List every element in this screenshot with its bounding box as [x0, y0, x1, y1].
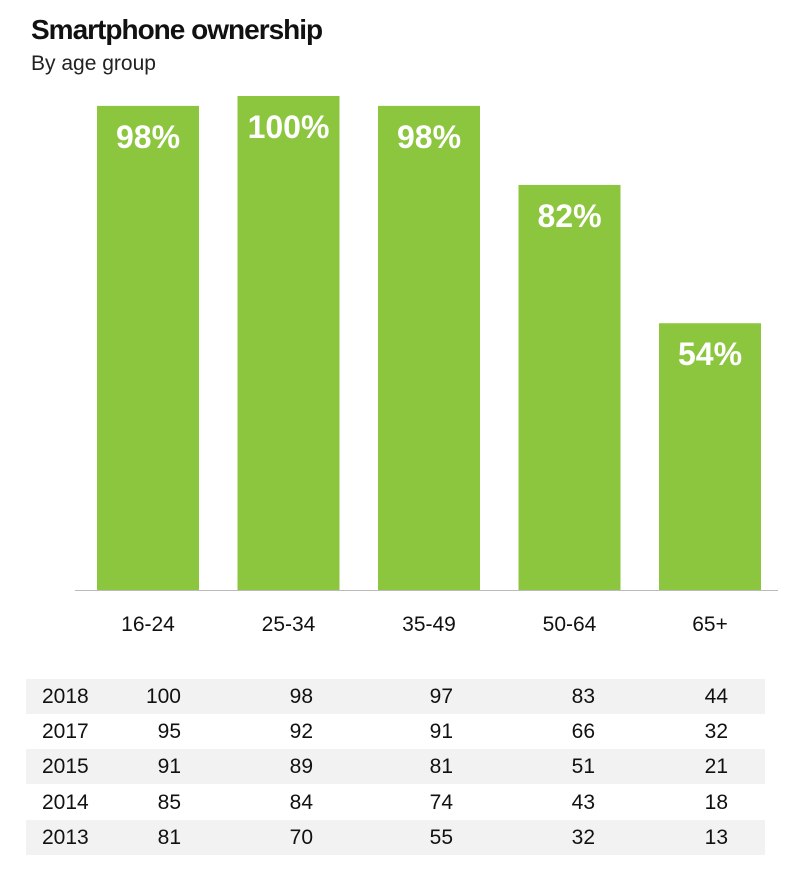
table-cell: 21: [704, 755, 728, 779]
row-year: 2018: [42, 685, 89, 708]
table-cell: 91: [429, 720, 453, 744]
table-cell: 97: [429, 685, 453, 708]
x-tick-label: 35-49: [402, 613, 456, 636]
bar-chart: 98% 16-24 100% 25-34 98% 35-49 82% 50-64 54% 65+: [75, 96, 778, 636]
table-cell: 83: [571, 685, 595, 708]
bar-50-64: [518, 184, 621, 591]
table-cell: 89: [289, 755, 313, 779]
table-cell: 13: [704, 825, 728, 849]
table-cell: 44: [704, 685, 728, 708]
table-row: 2014 85 84 74 43 18: [26, 785, 765, 820]
table-cell: 100: [145, 685, 181, 708]
table-cell: 43: [571, 790, 595, 814]
table-cell: 18: [704, 790, 728, 814]
table-row: 2015 91 89 81 51 21: [26, 749, 765, 785]
row-year: 2015: [42, 755, 89, 779]
bar-35-49: [378, 105, 480, 590]
data-label: 54%: [678, 336, 742, 372]
table-cell: 66: [571, 720, 595, 744]
chart-title: Smartphone ownership: [31, 14, 323, 45]
table-cell: 91: [157, 755, 181, 779]
table-cell: 85: [157, 790, 181, 814]
table-cell: 55: [429, 825, 453, 849]
table-cell: 32: [704, 720, 728, 744]
row-year: 2013: [42, 825, 89, 849]
bar-16-24: [97, 105, 199, 590]
row-year: 2014: [42, 790, 89, 814]
data-label: 82%: [537, 198, 601, 234]
x-tick-label: 65+: [692, 613, 728, 636]
table-cell: 70: [289, 825, 313, 849]
table-cell: 84: [289, 790, 313, 814]
table-row: 2013 81 70 55 32 13: [26, 819, 765, 855]
bar-25-34: [237, 96, 340, 590]
table-cell: 98: [289, 685, 313, 708]
table-row: 2018 100 98 97 83 44: [26, 679, 765, 714]
data-label: 100%: [248, 109, 330, 145]
table-cell: 92: [289, 720, 313, 744]
chart-subtitle: By age group: [31, 52, 156, 75]
table-cell: 95: [157, 720, 181, 744]
table-cell: 81: [157, 825, 181, 849]
data-label: 98%: [397, 119, 461, 155]
data-label: 98%: [116, 119, 180, 155]
table-cell: 74: [429, 790, 453, 814]
row-year: 2017: [42, 720, 89, 744]
table-row: 2017 95 92 91 66 32: [26, 714, 765, 749]
x-tick-label: 25-34: [262, 613, 316, 636]
table-cell: 81: [429, 755, 453, 779]
bar-65+: [659, 323, 761, 590]
x-tick-label: 50-64: [543, 613, 597, 636]
x-tick-label: 16-24: [121, 613, 175, 636]
table-cell: 51: [571, 755, 595, 779]
table-cell: 32: [571, 825, 595, 849]
